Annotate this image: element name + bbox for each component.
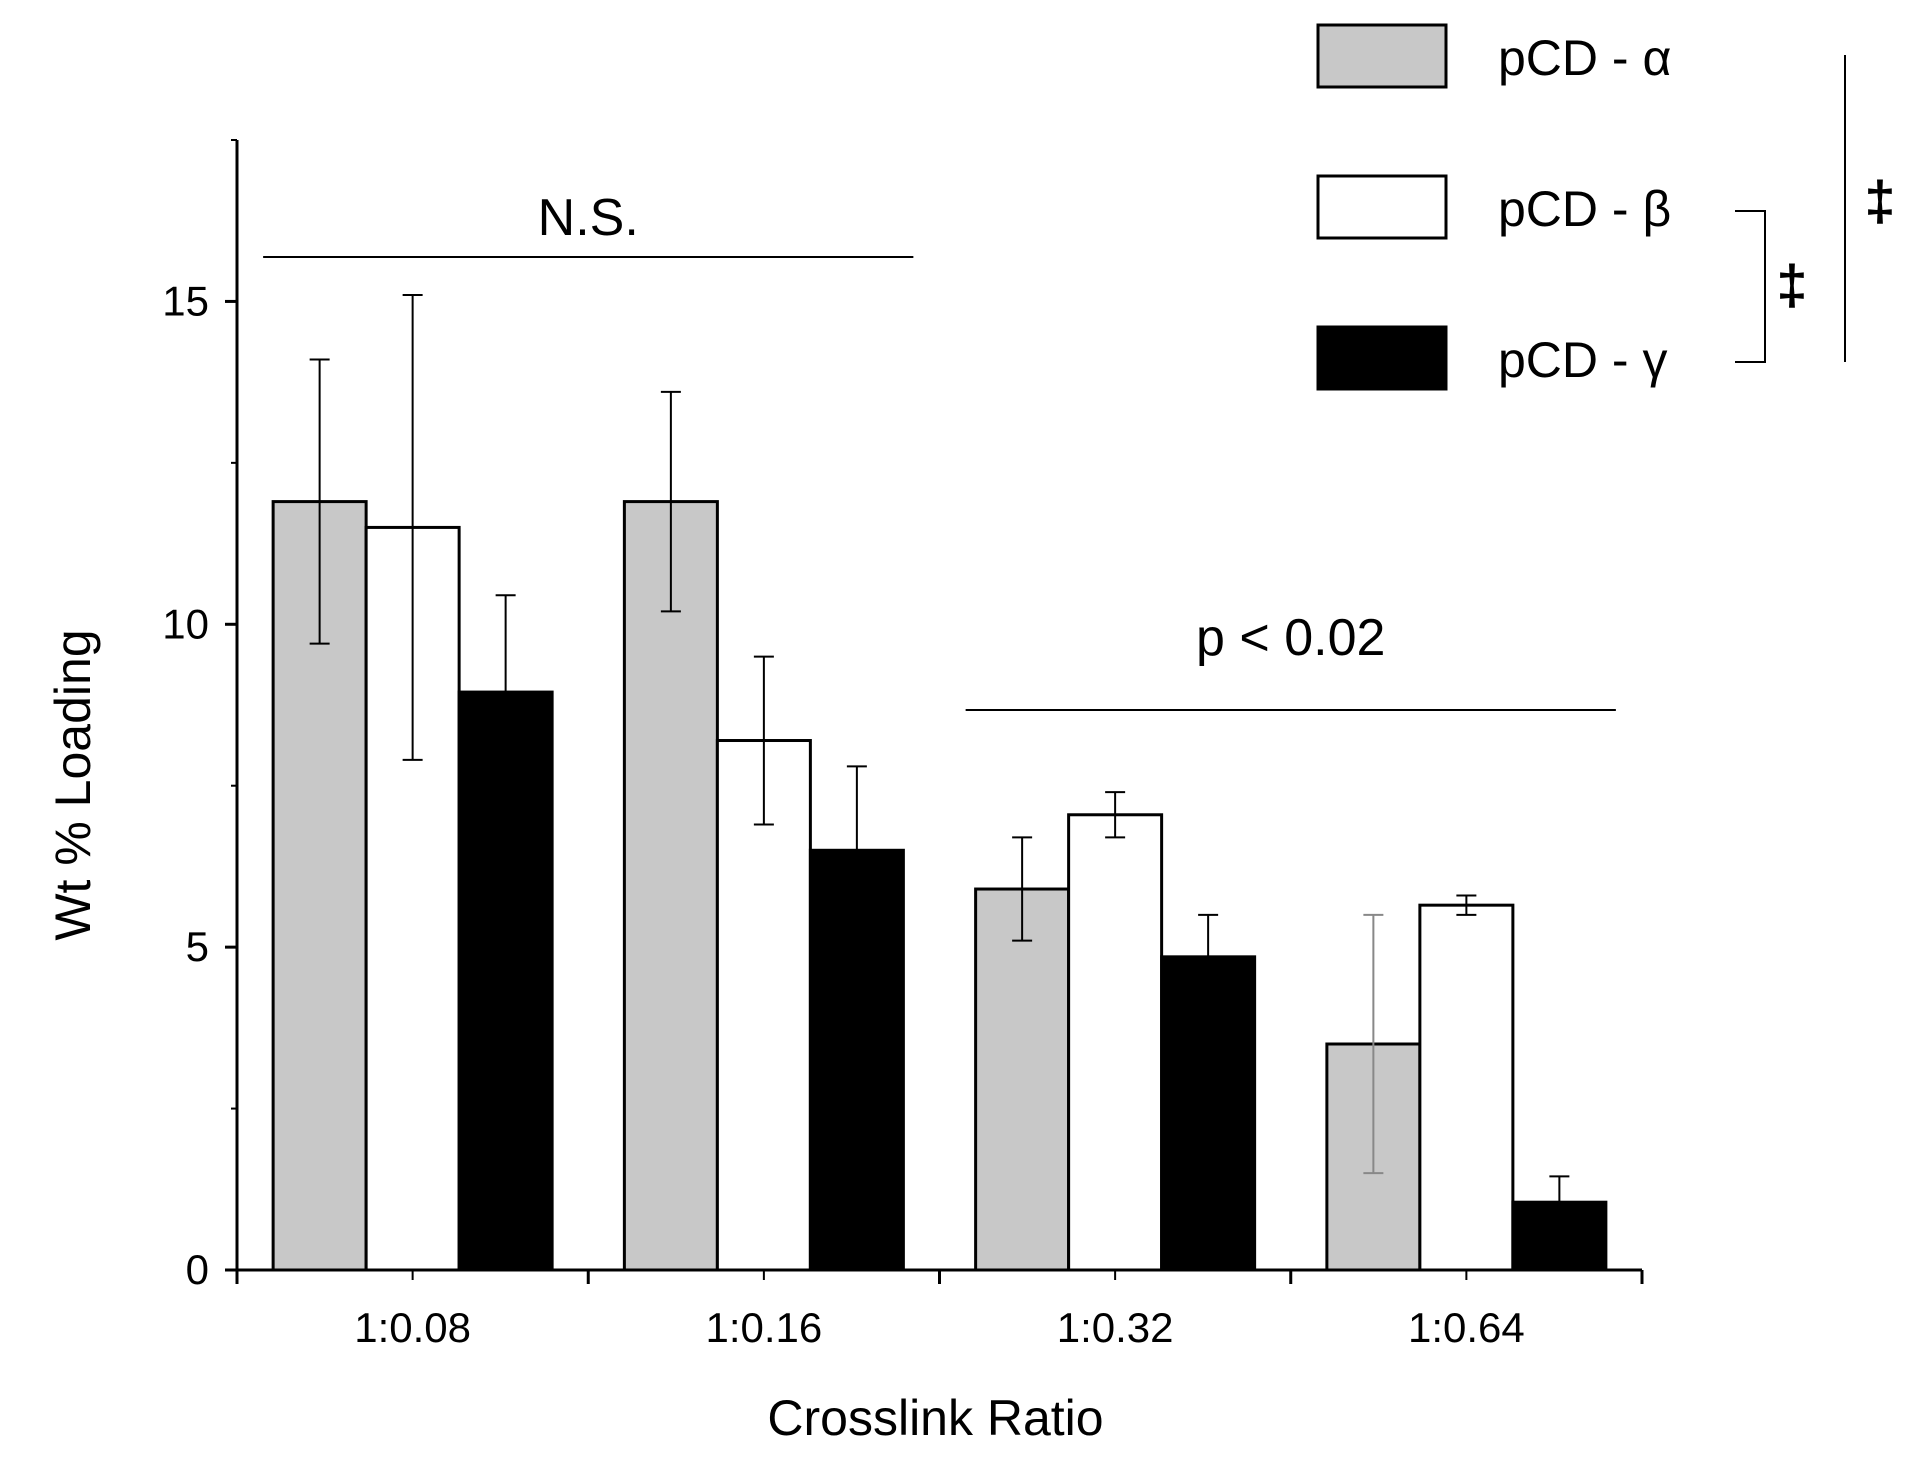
bar-3-1:0.32 xyxy=(1160,955,1257,1272)
legend-swatch-2 xyxy=(1316,174,1448,240)
significance-symbol: ‡ xyxy=(1864,169,1895,232)
bar-2-1:0.64 xyxy=(1418,903,1515,1272)
bar-1-1:0.32 xyxy=(974,887,1071,1272)
x-tick-label: 1:0.32 xyxy=(1057,1304,1174,1351)
x-tick-label: 1:0.16 xyxy=(705,1304,822,1351)
annotation-text: N.S. xyxy=(538,189,639,247)
legend-swatch-3 xyxy=(1316,325,1448,391)
annotation-text: p < 0.02 xyxy=(1196,609,1385,667)
x-tick-label: 1:0.64 xyxy=(1408,1304,1525,1351)
x-tick-label: 1:0.08 xyxy=(354,1304,471,1351)
y-tick-label: 5 xyxy=(186,923,209,970)
x-axis-title: Crosslink Ratio xyxy=(767,1390,1103,1446)
legend-label-2: pCD - β xyxy=(1498,181,1671,237)
significance-bracket xyxy=(1735,210,1766,363)
y-tick-label: 10 xyxy=(162,600,209,647)
bar-1-1:0.16 xyxy=(622,500,719,1272)
y-axis-title: Wt % Loading xyxy=(45,629,101,940)
significance-symbol: ‡ xyxy=(1776,253,1807,316)
legend-label-1: pCD - α xyxy=(1498,30,1671,86)
legend-swatch-1 xyxy=(1316,23,1448,89)
y-tick-label: 0 xyxy=(186,1246,209,1293)
y-tick-label: 15 xyxy=(162,277,209,324)
bar-2-1:0.32 xyxy=(1067,813,1164,1272)
legend-label-3: pCD - γ xyxy=(1498,332,1667,388)
